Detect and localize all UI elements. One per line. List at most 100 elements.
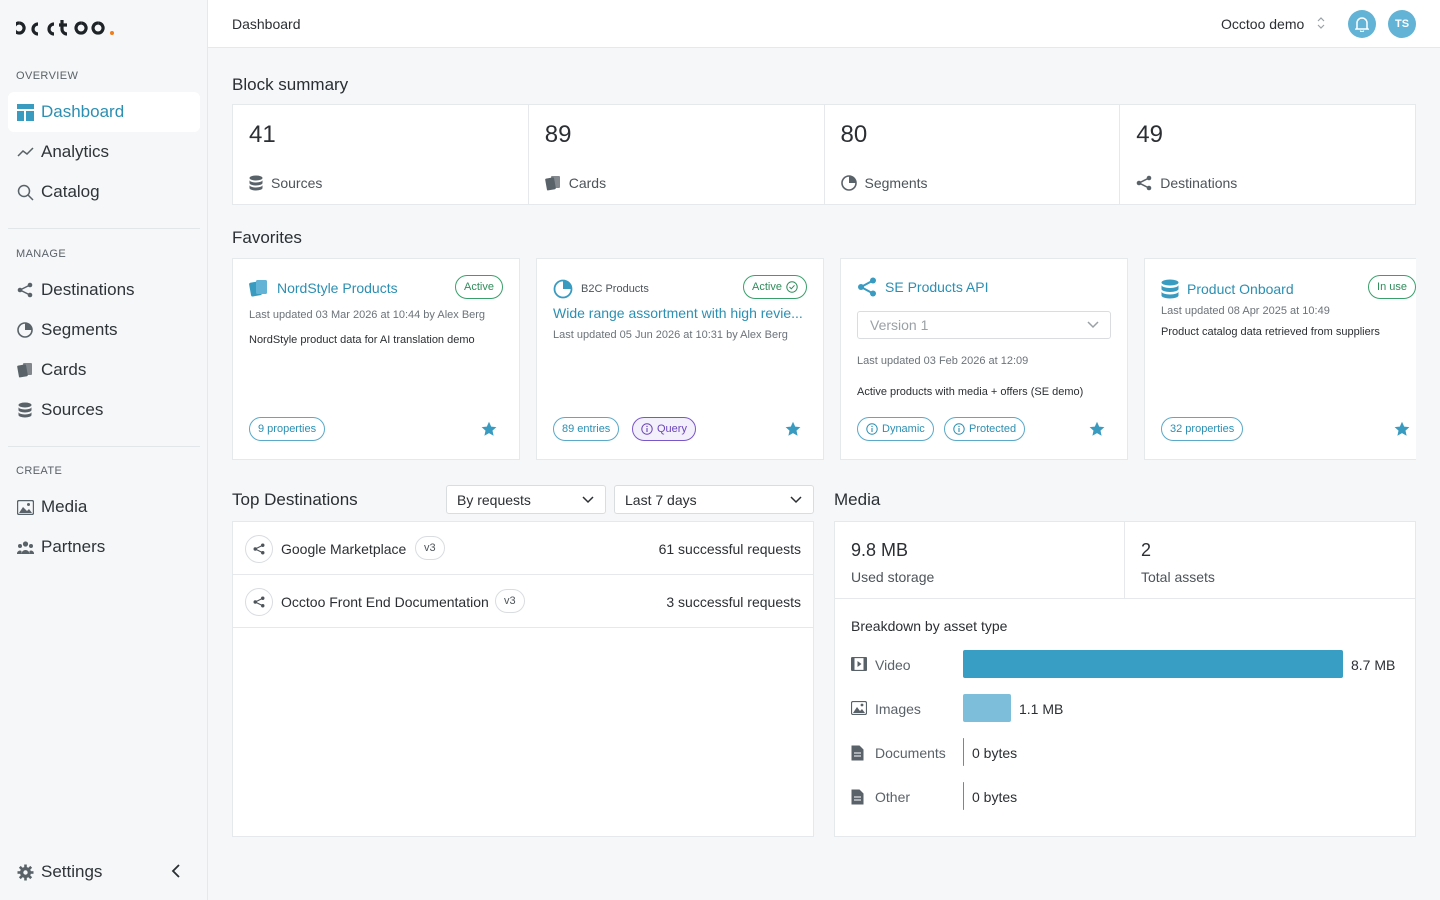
summary-label: Cards (544, 175, 606, 191)
sidebar-item-analytics[interactable]: Analytics (8, 132, 200, 172)
gear-icon (16, 863, 34, 881)
total-assets-label: Total assets (1141, 569, 1215, 585)
divider (8, 446, 200, 447)
asset-value: 8.7 MB (1351, 657, 1396, 673)
sidebar: OVERVIEW Dashboard Analytics Catalog MAN… (0, 0, 208, 900)
sidebar-item-dashboard[interactable]: Dashboard (8, 92, 200, 132)
asset-bar (963, 738, 964, 766)
pie-icon (553, 279, 573, 299)
total-assets-value: 2 (1141, 540, 1152, 560)
people-icon (16, 538, 34, 556)
database-icon (249, 175, 263, 191)
chevron-down-icon (1087, 321, 1099, 329)
media-title: Media (834, 490, 881, 509)
media-panel: 9.8 MB Used storage 2 Total assets Break… (834, 521, 1416, 837)
summary-sources[interactable]: 41 Sources (233, 105, 529, 204)
topbar: Dashboard Occtoo demo TS (208, 0, 1440, 48)
favorite-title[interactable]: NordStyle Products (249, 279, 398, 297)
favorite-description: Active products with media + offers (SE … (857, 386, 1084, 398)
favorite-title[interactable]: SE Products API (857, 277, 989, 297)
breadcrumb[interactable]: Dashboard (232, 16, 301, 32)
sidebar-item-label: Partners (41, 537, 106, 556)
breakdown-title: Breakdown by asset type (851, 618, 1008, 634)
query-pill: Query (632, 417, 696, 441)
request-count: 3 successful requests (666, 594, 801, 610)
star-icon[interactable] (481, 421, 497, 437)
occtoo-logo[interactable] (12, 16, 116, 38)
last-updated: Last updated 03 Mar 2026 at 10:44 by Ale… (249, 309, 486, 321)
destination-name: Occtoo Front End Documentation (281, 594, 489, 610)
sidebar-item-catalog[interactable]: Catalog (8, 172, 200, 212)
summary-cards[interactable]: 89 Cards (529, 105, 825, 204)
cards-icon (544, 176, 560, 191)
check-circle-icon (786, 281, 798, 293)
used-storage-value: 9.8 MB (851, 540, 909, 560)
version-badge: v3 (495, 589, 525, 613)
period-select[interactable]: Last 7 days (614, 485, 814, 514)
settings-label: Settings (41, 862, 103, 881)
avatar[interactable]: TS (1388, 10, 1416, 38)
summary-value: 49 (1136, 121, 1163, 148)
search-icon (16, 183, 34, 201)
sidebar-item-sources[interactable]: Sources (8, 390, 200, 430)
favorites-title: Favorites (232, 228, 302, 247)
sidebar-item-label: Cards (41, 360, 87, 379)
sidebar-item-media[interactable]: Media (8, 487, 200, 527)
sidebar-item-label: Destinations (41, 280, 135, 299)
asset-value: 0 bytes (972, 789, 1018, 805)
section-manage: MANAGE (16, 248, 67, 260)
sidebar-item-label: Segments (41, 320, 118, 339)
favorite-description: NordStyle product data for AI translatio… (249, 334, 475, 346)
asset-row[interactable]: Video 8.7 MB (850, 650, 1411, 680)
block-summary-title: Block summary (232, 75, 349, 94)
sidebar-item-destinations[interactable]: Destinations (8, 270, 200, 310)
sidebar-item-cards[interactable]: Cards (8, 350, 200, 390)
protected-pill: Protected (944, 417, 1026, 441)
favorite-title[interactable]: Product Onboard (1161, 279, 1294, 299)
asset-row[interactable]: Documents 0 bytes (851, 738, 1411, 768)
favorite-card[interactable]: B2C Products Active Wide range assortmen… (536, 258, 824, 460)
sidebar-item-segments[interactable]: Segments (8, 310, 200, 350)
star-icon[interactable] (1089, 421, 1105, 437)
favorite-description: Product catalog data retrieved from supp… (1161, 326, 1380, 338)
used-storage: 9.8 MB Used storage (835, 522, 1125, 599)
favorite-title[interactable]: Wide range assortment with high revie... (553, 305, 803, 321)
favorite-card[interactable]: Product Onboard In use Last updated 08 A… (1144, 258, 1416, 460)
database-icon (16, 401, 34, 419)
image-icon (850, 700, 868, 717)
image-icon (16, 498, 34, 516)
sidebar-item-partners[interactable]: Partners (8, 527, 200, 567)
notifications-bell-icon[interactable] (1348, 10, 1376, 38)
properties-pill: 9 properties (249, 417, 326, 441)
list-item[interactable]: Google Marketplace v3 61 successful requ… (233, 522, 813, 575)
total-assets: 2 Total assets (1125, 522, 1415, 599)
asset-name: Other (875, 789, 911, 805)
media-stats: 9.8 MB Used storage 2 Total assets (835, 522, 1415, 599)
favorite-card[interactable]: SE Products API Version 1 Last updated 0… (840, 258, 1128, 460)
summary-segments[interactable]: 80 Segments (825, 105, 1121, 204)
star-icon[interactable] (1394, 421, 1410, 437)
asset-row[interactable]: Other 0 bytes (851, 782, 1411, 812)
sort-select[interactable]: By requests (446, 485, 606, 514)
summary-label: Sources (249, 175, 322, 191)
version-select[interactable]: Version 1 (857, 311, 1111, 339)
summary-destinations[interactable]: 49 Destinations (1120, 105, 1415, 204)
star-icon[interactable] (785, 421, 801, 437)
updown-chevron-icon[interactable] (1316, 16, 1328, 32)
summary-value: 41 (249, 121, 276, 148)
share-icon (245, 588, 273, 616)
document-icon (851, 789, 867, 805)
cards-icon (249, 280, 267, 297)
list-item[interactable]: Occtoo Front End Documentation v3 3 succ… (233, 575, 813, 628)
asset-bar (963, 650, 1343, 678)
favorite-card[interactable]: NordStyle Products Active Last updated 0… (232, 258, 520, 460)
org-switcher[interactable]: Occtoo demo (1221, 16, 1305, 32)
sidebar-item-settings[interactable]: Settings (8, 852, 200, 892)
request-count: 61 successful requests (658, 541, 801, 557)
share-icon (1136, 175, 1152, 191)
collapse-sidebar-icon[interactable] (168, 862, 186, 880)
share-icon (16, 281, 34, 299)
pie-icon (840, 175, 857, 191)
asset-row[interactable]: Images 1.1 MB (850, 694, 1411, 724)
cards-icon (16, 361, 34, 379)
